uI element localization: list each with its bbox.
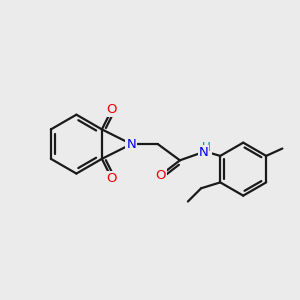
Text: H: H bbox=[202, 141, 211, 154]
Text: O: O bbox=[155, 169, 166, 182]
Text: N: N bbox=[199, 146, 208, 159]
Text: O: O bbox=[106, 103, 117, 116]
Text: N: N bbox=[127, 138, 136, 151]
Text: O: O bbox=[106, 172, 117, 185]
